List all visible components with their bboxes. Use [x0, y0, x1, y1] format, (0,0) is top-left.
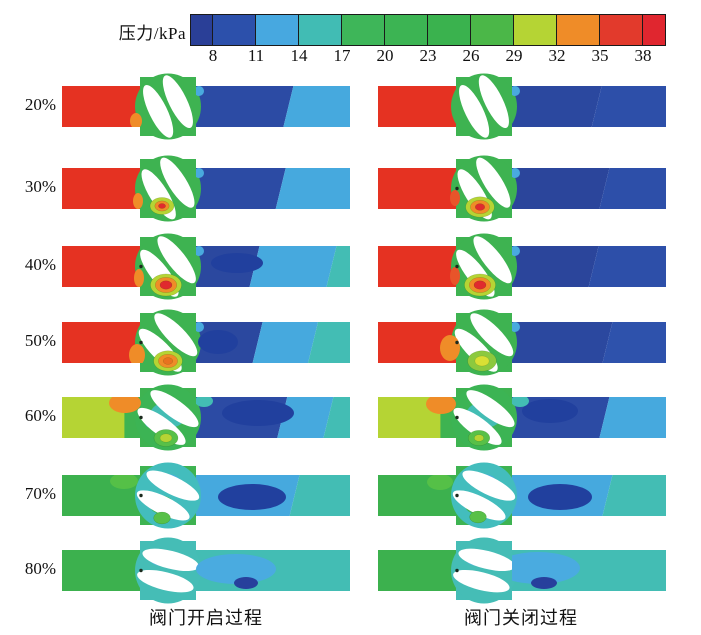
colorbar-tick-8: 8: [208, 46, 218, 65]
contour-panel-open-20: [62, 72, 350, 147]
colorbar-segment-11: [643, 15, 665, 45]
caption-valve-opening: 阀门开启过程: [149, 608, 263, 628]
colorbar-segment-10: [600, 15, 643, 45]
colorbar: [190, 14, 666, 46]
colorbar-segment-5: [385, 15, 428, 45]
colorbar-tick-20: 20: [376, 46, 394, 65]
contour-panel-open-30: [62, 154, 350, 229]
colorbar-segment-2: [256, 15, 299, 45]
colorbar-tick-17: 17: [333, 46, 351, 65]
legend-title: 压力/kPa: [118, 24, 186, 43]
contour-panel-close-60: [378, 383, 666, 458]
contour-panel-close-40: [378, 232, 666, 307]
colorbar-segment-0: [191, 15, 213, 45]
colorbar-segment-6: [428, 15, 471, 45]
caption-valve-closing: 阀门关闭过程: [464, 608, 578, 628]
row-label-30: 30%: [24, 177, 56, 196]
contour-panel-open-70: [62, 461, 350, 536]
contour-panel-close-30: [378, 154, 666, 229]
row-label-70: 70%: [24, 484, 56, 503]
colorbar-tick-23: 23: [419, 46, 437, 65]
row-label-50: 50%: [24, 331, 56, 350]
contour-panel-open-60: [62, 383, 350, 458]
colorbar-segment-8: [514, 15, 557, 45]
contour-panel-open-40: [62, 232, 350, 307]
row-label-20: 20%: [24, 95, 56, 114]
contour-panel-open-50: [62, 308, 350, 383]
contour-panel-close-50: [378, 308, 666, 383]
contour-panel-open-80: [62, 536, 350, 611]
colorbar-tick-38: 38: [634, 46, 652, 65]
row-label-40: 40%: [24, 255, 56, 274]
colorbar-segment-3: [299, 15, 342, 45]
colorbar-tick-32: 32: [548, 46, 566, 65]
row-label-80: 80%: [24, 559, 56, 578]
colorbar-tick-26: 26: [462, 46, 480, 65]
colorbar-segment-9: [557, 15, 600, 45]
colorbar-segment-4: [342, 15, 385, 45]
colorbar-tick-29: 29: [505, 46, 523, 65]
colorbar-tick-14: 14: [290, 46, 308, 65]
contour-panel-close-20: [378, 72, 666, 147]
colorbar-segment-1: [213, 15, 256, 45]
contour-panel-close-80: [378, 536, 666, 611]
contour-panel-close-70: [378, 461, 666, 536]
row-label-60: 60%: [24, 406, 56, 425]
colorbar-segment-7: [471, 15, 514, 45]
colorbar-tick-35: 35: [591, 46, 609, 65]
colorbar-tick-11: 11: [247, 46, 265, 65]
